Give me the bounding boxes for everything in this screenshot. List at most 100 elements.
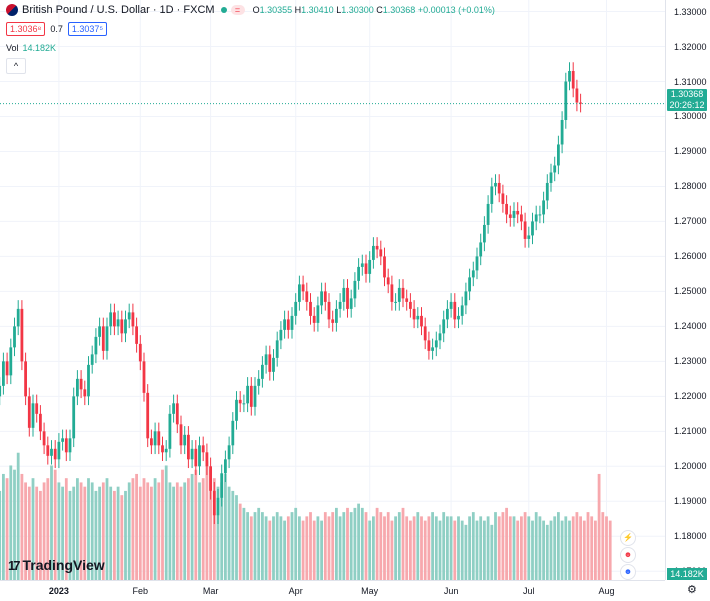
- candle-body: [153, 431, 157, 446]
- volume-bar: [420, 516, 423, 580]
- us-event-icon[interactable]: ☻: [620, 564, 636, 580]
- candle-body: [220, 473, 224, 498]
- tradingview-logo[interactable]: 17 TradingView: [8, 557, 105, 573]
- lightning-event-icon[interactable]: ⚡: [620, 530, 636, 546]
- volume-bar: [431, 512, 434, 580]
- volume-bar: [368, 520, 372, 580]
- candle-body: [512, 210, 516, 218]
- volume-bar: [175, 482, 179, 580]
- volume-bar: [190, 473, 194, 580]
- volume-bar: [375, 507, 379, 580]
- candle-body: [39, 413, 42, 432]
- time-axis[interactable]: 2023 Feb Mar Apr May Jun Jul Aug: [0, 580, 665, 601]
- candle-body: [190, 448, 194, 460]
- candle-body: [124, 319, 127, 334]
- buy-button[interactable]: 1.3037⁵: [67, 22, 108, 36]
- candle-body: [50, 448, 53, 456]
- gear-icon[interactable]: ⚙: [687, 584, 697, 596]
- volume-bar: [268, 520, 272, 580]
- volume-bar: [105, 478, 109, 580]
- volume-bar: [150, 486, 153, 580]
- candle-body: [545, 182, 549, 201]
- open-key: O: [252, 5, 260, 15]
- candle-body: [146, 392, 150, 439]
- volume-bar: [316, 516, 320, 580]
- candle-body: [453, 301, 457, 320]
- candle-body: [557, 144, 560, 166]
- volume-bar: [94, 490, 98, 580]
- symbol-title[interactable]: British Pound / U.S. Dollar · 1D · FXCM: [22, 4, 215, 16]
- price-tick-label: 1.18000: [674, 531, 707, 542]
- candle-body: [227, 445, 231, 460]
- volume-bar: [275, 512, 279, 580]
- volume-legend: Vol 14.182K: [6, 43, 56, 53]
- candle-body: [212, 490, 216, 516]
- candle-body: [327, 301, 331, 320]
- volume-bar: [101, 482, 105, 580]
- volume-bar: [194, 469, 198, 580]
- volume-bar: [601, 512, 605, 580]
- volume-bar: [434, 516, 438, 580]
- volume-bar: [405, 516, 409, 580]
- candle-body: [98, 326, 101, 337]
- volume-bar: [135, 473, 138, 580]
- volume-bar: [198, 482, 201, 580]
- candle-body: [464, 291, 468, 306]
- economic-event-icon[interactable]: ☻: [620, 547, 636, 563]
- volume-bar: [172, 486, 175, 580]
- volume-bar: [127, 482, 131, 580]
- trade-buttons: 1.3036⁸ 0.7 1.3037⁵: [6, 22, 108, 36]
- price-axis[interactable]: 1.33000 1.32000 1.31000 1.30000 1.29000 1.280…: [665, 0, 710, 580]
- volume-bar: [516, 520, 520, 580]
- candle-body: [416, 315, 420, 320]
- volume-bar: [534, 512, 538, 580]
- volume-bar: [224, 473, 227, 580]
- candle-body: [268, 354, 272, 372]
- time-tick-label: Feb: [132, 586, 149, 596]
- volume-bar: [527, 516, 531, 580]
- volume-bar: [72, 486, 76, 580]
- candle-body: [83, 389, 87, 397]
- candle-body: [368, 259, 372, 274]
- candle-body: [79, 378, 83, 390]
- sell-button[interactable]: 1.3036⁸: [6, 22, 46, 36]
- volume-bar: [68, 490, 72, 580]
- candle-body: [294, 301, 298, 316]
- volume-bar: [542, 520, 545, 580]
- volume-bar: [494, 512, 497, 580]
- candle-body: [520, 214, 523, 222]
- volume-bar: [168, 482, 172, 580]
- candle-body: [394, 301, 397, 303]
- price-tick-label: 1.22000: [674, 391, 707, 402]
- volume-bar: [512, 516, 516, 580]
- candle-body: [13, 326, 16, 348]
- volume-bar: [401, 507, 405, 580]
- volume-bar: [505, 507, 508, 580]
- candle-body: [90, 354, 94, 365]
- candle-body: [553, 165, 557, 173]
- candle-body: [479, 242, 483, 257]
- volume-bar: [98, 486, 101, 580]
- volume-bar: [253, 512, 257, 580]
- volume-bar: [179, 486, 183, 580]
- candle-body: [46, 445, 50, 456]
- volume-bar: [360, 507, 364, 580]
- candle-body: [16, 308, 20, 327]
- candle-body: [42, 431, 46, 446]
- high-key: H: [294, 5, 302, 15]
- candlestick-chart[interactable]: [0, 0, 665, 580]
- chart-plot-area[interactable]: [0, 0, 665, 580]
- volume-bar: [479, 516, 483, 580]
- volume-bar: [39, 490, 42, 580]
- candle-body: [31, 403, 35, 428]
- volume-bar: [242, 507, 246, 580]
- candle-body: [420, 315, 423, 327]
- volume-bar: [13, 469, 16, 580]
- volume-bar: [560, 520, 564, 580]
- collapse-legend-button[interactable]: ^: [6, 58, 26, 74]
- candle-body: [216, 497, 220, 516]
- volume-axis-label: 14.182K: [667, 568, 707, 580]
- candle-body: [61, 438, 64, 442]
- volume-bar: [379, 512, 383, 580]
- compare-icon[interactable]: =: [230, 5, 245, 15]
